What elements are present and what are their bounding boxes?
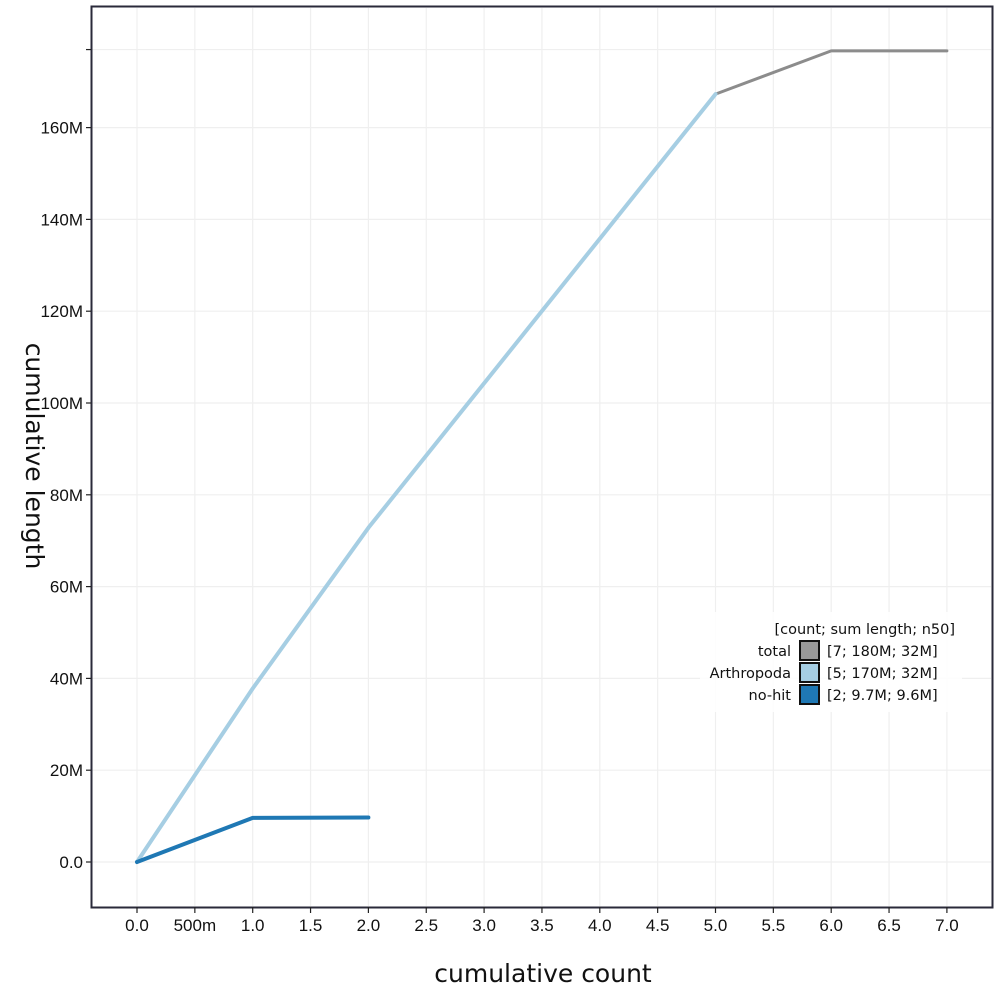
x-tick-label: 4.5 xyxy=(646,916,670,935)
legend-swatch-no-hit xyxy=(799,684,820,705)
legend-series-name: Arthropoda xyxy=(710,666,791,682)
x-tick-label: 500m xyxy=(174,916,217,935)
x-tick-label: 2.0 xyxy=(357,916,381,935)
x-axis: 0.0 500m 1.0 1.5 2.0 2.5 3.0 3.5 4.0 4.5 5.0 5.5 6.0… xyxy=(125,907,959,935)
x-tick-label: 6.5 xyxy=(877,916,901,935)
y-tick-label: 160M xyxy=(40,119,83,138)
x-tick-label: 6.0 xyxy=(819,916,843,935)
x-tick-label: 5.0 xyxy=(704,916,728,935)
legend-background xyxy=(700,612,962,712)
y-tick-label: 100M xyxy=(40,394,83,413)
y-tick-label: 80M xyxy=(50,486,83,505)
y-axis-title: cumulative length xyxy=(20,343,49,570)
y-tick-label: 20M xyxy=(50,761,83,780)
legend-series-stats: [5; 170M; 32M] xyxy=(827,666,938,682)
legend-series-stats: [7; 180M; 32M] xyxy=(827,644,938,660)
legend-swatch-total xyxy=(799,640,820,661)
x-axis-title: cumulative count xyxy=(434,959,652,988)
series-line-arthropoda xyxy=(135,92,718,864)
legend: [count; sum length; n50] total [7; 180M; … xyxy=(700,612,962,712)
legend-series-stats: [2; 9.7M; 9.6M] xyxy=(827,688,938,704)
x-tick-label: 1.5 xyxy=(299,916,323,935)
legend-swatch-arthropoda xyxy=(799,662,820,683)
series-lines xyxy=(135,49,949,864)
y-tick-label: 0.0 xyxy=(59,853,83,872)
legend-series-name: total xyxy=(758,644,791,660)
series-line-no-hit xyxy=(135,815,371,864)
x-tick-label: 2.5 xyxy=(414,916,438,935)
x-tick-label: 1.0 xyxy=(241,916,265,935)
y-tick-label: 40M xyxy=(50,669,83,688)
y-tick-label: 140M xyxy=(40,210,83,229)
y-tick-label: 60M xyxy=(50,578,83,597)
y-axis: 0.0 20M 40M 60M 80M 100M 120M 140M 160M xyxy=(40,48,91,872)
x-tick-label: 0.0 xyxy=(125,916,149,935)
x-tick-label: 3.5 xyxy=(530,916,554,935)
y-tick-label: 120M xyxy=(40,302,83,321)
x-tick-label: 7.0 xyxy=(935,916,959,935)
x-tick-label: 5.5 xyxy=(762,916,786,935)
legend-series-name: no-hit xyxy=(749,688,792,704)
x-tick-label: 3.0 xyxy=(472,916,496,935)
x-tick-label: 4.0 xyxy=(588,916,612,935)
grid-lines xyxy=(92,8,991,906)
legend-title: [count; sum length; n50] xyxy=(774,622,955,638)
